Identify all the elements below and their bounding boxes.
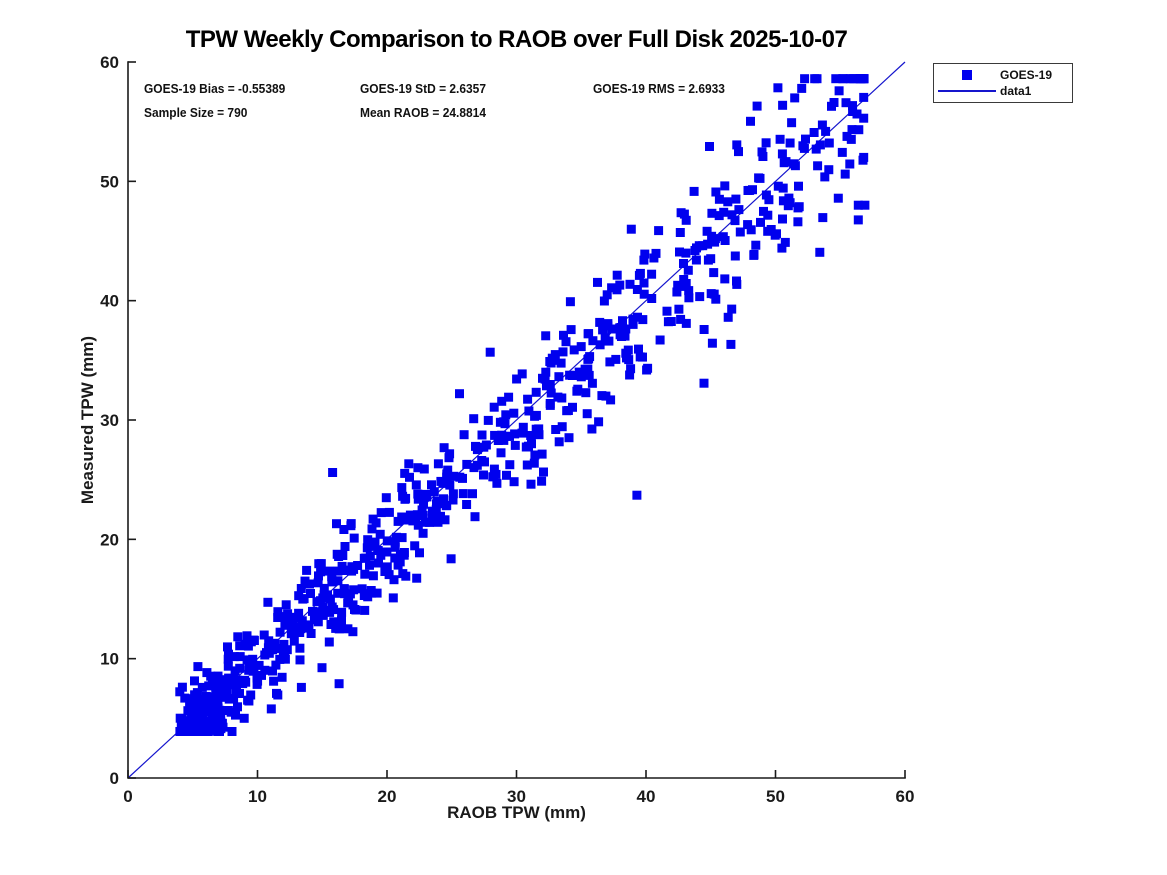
y-tick-label: 0 [110, 769, 119, 788]
y-tick-label: 20 [100, 530, 119, 549]
x-tick-label: 0 [123, 787, 132, 806]
x-tick-labels: 0 10 20 30 40 50 60 [123, 787, 914, 806]
axes [127, 61, 906, 779]
y-tick-label: 50 [100, 172, 119, 191]
y-tick-label: 10 [100, 650, 119, 669]
stat-rms: GOES-19 RMS = 2.6933 [593, 81, 725, 96]
x-tick-label: 10 [248, 787, 267, 806]
stat-mean: Mean RAOB = 24.8814 [360, 105, 486, 120]
y-tick-label: 40 [100, 292, 119, 311]
legend-line-icon [938, 90, 996, 93]
identity-line [127, 61, 906, 779]
legend-box: GOES-19 data1 [933, 63, 1073, 103]
scatter-points [175, 74, 870, 736]
x-tick-label: 20 [378, 787, 397, 806]
x-tick-label: 50 [766, 787, 785, 806]
x-tick-label: 60 [896, 787, 915, 806]
stat-std: GOES-19 StD = 2.6357 [360, 81, 486, 96]
x-tick-label: 40 [637, 787, 656, 806]
y-tick-labels: 0 10 20 30 40 50 60 [100, 53, 119, 788]
legend-item-data1: data1 [934, 83, 1072, 99]
legend-item-goes19: GOES-19 [934, 67, 1072, 83]
x-tick-label: 30 [507, 787, 526, 806]
legend-label: GOES-19 [1000, 67, 1053, 82]
y-tick-label: 30 [100, 411, 119, 430]
chart-title: TPW Weekly Comparison to RAOB over Full … [185, 26, 848, 53]
y-tick-label: 60 [100, 53, 119, 72]
stat-sample: Sample Size = 790 [144, 105, 248, 120]
y-axis-label: Measured TPW (mm) [78, 335, 97, 505]
x-axis-label: RAOB TPW (mm) [447, 803, 586, 822]
legend-label: data1 [1000, 84, 1032, 99]
stat-bias: GOES-19 Bias = -0.55389 [144, 81, 286, 96]
legend-square-marker-icon [962, 69, 972, 80]
